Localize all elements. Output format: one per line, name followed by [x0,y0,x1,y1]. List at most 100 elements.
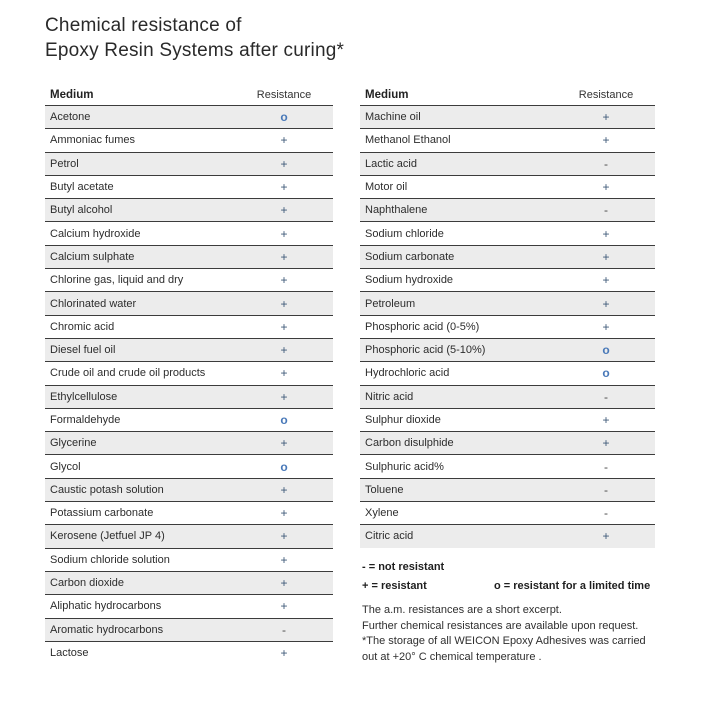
table-row: Motor oil + [360,174,655,198]
resistance-cell: + [280,296,288,311]
resistance-cell: - [604,459,608,474]
medium-cell: Ammoniac fumes [50,134,135,147]
medium-cell: Carbon dioxide [50,577,124,590]
resistance-cell: + [280,529,288,544]
table-row: Petroleum + [360,291,655,315]
table-row: Acetone o [45,105,333,129]
medium-cell: Formaldehyde [50,414,121,426]
resistance-cell: o [280,413,288,427]
medium-cell: Hydrochloric acid [365,367,450,380]
footnote-line: Further chemical resistances are availab… [362,619,639,632]
resistance-cell: - [604,203,608,218]
resistance-cell: + [602,133,610,148]
medium-column-header: Medium [50,88,94,101]
medium-cell: Sodium chloride [365,227,444,240]
resistance-cell: + [280,133,288,148]
medium-cell: Calcium hydroxide [50,227,141,240]
resistance-cell: - [604,482,608,497]
table-row: Chromic acid + [45,314,333,338]
table-row: Chlorinated water + [45,291,333,315]
table-row: Ammoniac fumes + [45,128,333,151]
resistance-column-header: Resistance [578,88,634,101]
table-row: Carbon dioxide + [45,570,333,595]
medium-cell: Carbon disulphide [365,437,454,450]
resistance-cell: + [280,552,288,567]
resistance-cell: + [280,226,288,241]
table-row: Glycol o [45,454,333,477]
medium-cell: Aliphatic hydrocarbons [50,600,162,613]
table-row: Sodium chloride + [360,221,655,244]
medium-cell: Potassium carbonate [50,507,154,520]
table-row: Sodium hydroxide + [360,268,655,291]
resistance-cell: + [280,506,288,521]
table-row: Naphthalene - [360,198,655,222]
table-row: Potassium carbonate + [45,501,333,524]
page-title: Chemical resistance of Epoxy Resin Syste… [45,13,344,63]
medium-cell: Sodium chloride solution [50,553,170,566]
table-header: Medium Resistance [45,84,333,105]
table-row: Citric acid + [360,524,655,548]
table-row: Sulphuric acid% - [360,454,655,477]
table-row: Crude oil and crude oil products + [45,361,333,384]
medium-cell: Lactose [50,646,89,659]
medium-cell: Petroleum [365,297,416,310]
resistance-cell: + [602,529,610,544]
table-row: Aromatic hydrocarbons - [45,617,333,641]
legend-limited-time: o = resistant for a limited time [494,580,651,592]
medium-cell: Sodium carbonate [365,250,455,263]
resistance-cell: + [280,249,288,264]
resistance-cell: - [604,389,608,404]
resistance-cell: o [280,110,288,125]
footnote-line: out at +20° C chemical temperature . [362,650,542,663]
medium-cell: Caustic potash solution [50,483,164,496]
medium-column-header: Medium [365,88,409,101]
legend-not-resistant: - = not resistant [362,561,445,573]
medium-cell: Machine oil [365,111,421,124]
footnote-line: *The storage of all WEICON Epoxy Adhesiv… [362,635,646,647]
resistance-cell: + [280,389,288,404]
medium-cell: Methanol Ethanol [365,134,451,147]
table-row: Sodium carbonate + [360,244,655,269]
table-body-right: Machine oil + Methanol Ethanol + Lactic acid… [360,105,655,548]
page-title-line1: Chemical resistance of [45,15,242,36]
resistance-cell: + [602,110,610,125]
table-row: Lactic acid - [360,151,655,175]
resistance-cell: + [280,645,288,660]
medium-cell: Toluene [365,483,404,496]
resistance-cell: + [280,273,288,288]
medium-cell: Sodium hydroxide [365,274,454,287]
resistance-cell: + [602,249,610,264]
table-row: Nitric acid - [360,384,655,408]
medium-cell: Chlorinated water [50,297,137,310]
resistance-cell: o [602,366,610,381]
resistance-cell: + [602,413,610,427]
table-row: Formaldehyde o [45,407,333,431]
table-row: Aliphatic hydrocarbons + [45,594,333,617]
table-row: Butyl acetate + [45,174,333,198]
medium-cell: Sulphur dioxide [365,414,441,426]
resistance-cell: + [602,319,610,334]
table-row: Caustic potash solution + [45,477,333,502]
table-row: Diesel fuel oil + [45,337,333,362]
resistance-cell: - [604,156,608,171]
medium-cell: Sulphuric acid% [365,460,444,473]
table-row: Chlorine gas, liquid and dry + [45,268,333,291]
medium-cell: Phosphoric acid (5-10%) [365,344,486,357]
medium-cell: Phosphoric acid (0-5%) [365,320,480,333]
footnotes: The a.m. resistances are a short excerpt… [362,603,646,665]
resistance-cell: - [604,506,608,521]
medium-cell: Calcium sulphate [50,250,135,263]
resistance-cell: + [280,156,288,171]
table-row: Sulphur dioxide + [360,407,655,431]
medium-cell: Aromatic hydrocarbons [50,623,164,636]
table-row: Kerosene (Jetfuel JP 4) + [45,524,333,548]
table-header: Medium Resistance [360,84,655,105]
resistance-cell: o [602,343,610,358]
footnote-line: The a.m. resistances are a short excerpt… [362,604,562,616]
resistance-cell: + [602,273,610,288]
table-row: Lactose + [45,640,333,664]
resistance-cell: - [282,622,286,637]
table-row: Xylene - [360,501,655,524]
medium-cell: Crude oil and crude oil products [50,367,206,380]
table-row: Phosphoric acid (0-5%) + [360,314,655,338]
